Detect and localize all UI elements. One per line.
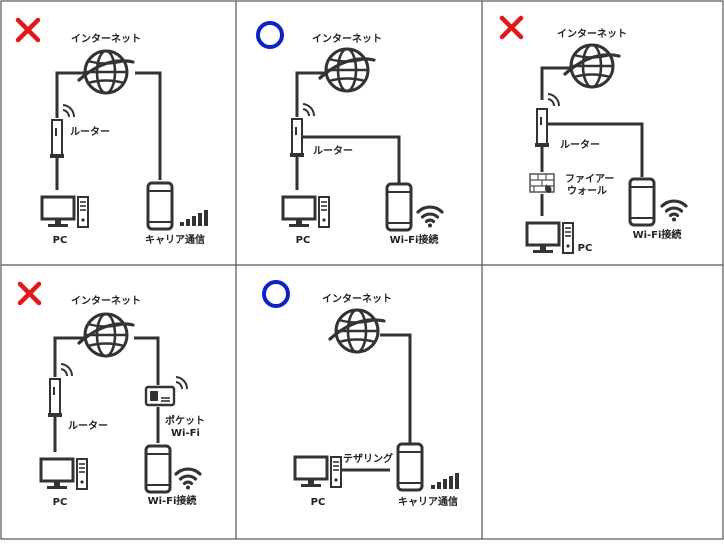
phone-label: キャリア通信 (398, 495, 458, 508)
smartphone-icon (396, 442, 424, 492)
pocket-wifi-icon (144, 375, 189, 407)
phone-label: キャリア通信 (145, 233, 205, 246)
connection-line (134, 336, 160, 385)
connection-line (295, 71, 325, 117)
globe-icon (77, 312, 135, 358)
panel-router-wifi: インターネット ルーター PC Wi-Fi接続 (256, 21, 444, 246)
cross-mark (499, 15, 524, 40)
connection-line (540, 66, 570, 100)
internet-label: インターネット (322, 293, 392, 305)
smartphone-icon (146, 181, 174, 231)
pc-label: PC (296, 235, 311, 246)
router-label: ルーター (68, 420, 108, 432)
pc-icon (281, 195, 331, 229)
internet-label: インターネット (71, 33, 141, 45)
smartphone-icon (385, 182, 413, 232)
panel-router-carrier: インターネット ルーター PC キャリア通信 (15, 17, 208, 246)
internet-label: インターネット (557, 28, 627, 40)
smartphone-icon (144, 444, 172, 494)
wifi-icon (660, 199, 688, 224)
circle-mark (262, 280, 290, 308)
cross-mark (15, 17, 41, 43)
connection-line (55, 71, 84, 118)
cross-mark (17, 281, 42, 306)
circle-mark (256, 21, 284, 49)
globe-icon (77, 49, 135, 95)
pc-label: PC (53, 235, 68, 246)
phone-label: Wi-Fi接続 (148, 494, 197, 507)
pc-icon (39, 457, 89, 491)
firewall-label-line2: ウォール (567, 185, 607, 197)
phone-label: Wi-Fi接続 (633, 228, 682, 241)
router-icon (534, 93, 561, 148)
connection-line (135, 71, 162, 180)
wifi-icon (174, 467, 202, 492)
router-label: ルーター (313, 145, 353, 157)
wifi-icon (416, 205, 444, 230)
pc-label: PC (578, 243, 593, 254)
pc-label: PC (53, 497, 68, 508)
panel-tethering: インターネット テザリング PC キャリア通信 (262, 280, 459, 508)
globe-icon (328, 308, 386, 354)
tethering-label: テザリング (343, 452, 393, 465)
connection-line (548, 122, 644, 177)
pc-icon (40, 195, 90, 229)
cellular-bars-icon (431, 473, 459, 489)
router-label: ルーター (70, 126, 110, 138)
firewall-label-line1: ファイアー (565, 173, 614, 185)
panel-pocket-wifi: インターネット ルーター ポケット Wi-Fi PC Wi-Fi接続 (17, 281, 205, 508)
globe-icon (563, 43, 621, 89)
pc-icon (293, 455, 343, 489)
panel-firewall-wifi: インターネット ルーター ファイアー ウォール PC Wi-Fi接続 (499, 15, 688, 255)
globe-icon (318, 47, 376, 93)
smartphone-icon (628, 177, 656, 227)
router-label: ルーター (560, 139, 600, 151)
pc-label: PC (311, 497, 326, 508)
pocket-wifi-label-line1: ポケット (165, 414, 205, 427)
phone-label: Wi-Fi接続 (390, 233, 439, 246)
router-icon (47, 363, 74, 418)
firewall-icon (529, 173, 555, 194)
connection-line (380, 333, 412, 443)
pc-icon (525, 221, 575, 255)
cellular-bars-icon (180, 210, 208, 226)
internet-label: インターネット (312, 33, 382, 45)
router-icon (289, 103, 316, 158)
connection-line (303, 135, 401, 183)
connection-line (53, 336, 84, 377)
pocket-wifi-label-line2: Wi-Fi (171, 428, 200, 439)
internet-label: インターネット (71, 295, 141, 307)
